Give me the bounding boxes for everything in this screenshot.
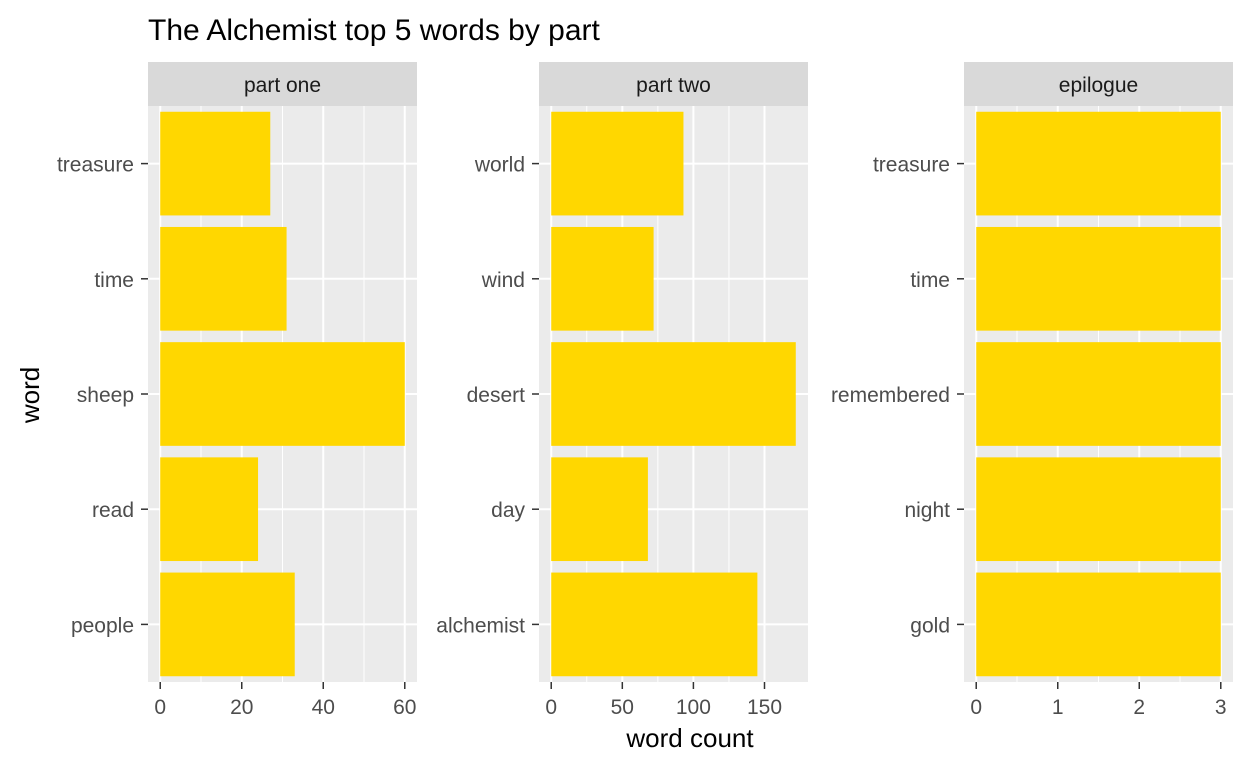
bar-remembered[interactable]	[976, 342, 1221, 446]
x-tick-label: 100	[676, 696, 711, 719]
y-tick-label: read	[92, 499, 134, 522]
bar-night[interactable]	[976, 457, 1221, 562]
y-tick-label: alchemist	[436, 614, 525, 637]
x-tick-label: 20	[230, 696, 253, 719]
x-tick-label: 60	[393, 696, 416, 719]
x-tick-label: 150	[747, 696, 782, 719]
y-tick-label: world	[474, 154, 525, 177]
bar-treasure[interactable]	[976, 111, 1221, 216]
y-tick-label: treasure	[57, 154, 134, 177]
facet-strip-label: epilogue	[1059, 74, 1138, 97]
y-axis-title: word	[15, 367, 45, 424]
bar-day[interactable]	[551, 457, 648, 562]
bar-alchemist[interactable]	[551, 572, 758, 677]
x-tick-label: 0	[545, 696, 557, 719]
x-tick-label: 1	[1052, 696, 1064, 719]
facet-strip-label: part two	[636, 74, 711, 97]
y-tick-label: treasure	[873, 154, 950, 177]
bar-people[interactable]	[160, 572, 295, 677]
x-axis-title: word count	[625, 723, 754, 753]
facet-strip	[539, 62, 808, 106]
facet-epilogue: epilogue treasure time remembered night gold 0…	[831, 62, 1233, 719]
y-tick-label: day	[491, 499, 525, 522]
y-tick-label: sheep	[77, 384, 134, 407]
facet-strip	[964, 62, 1233, 106]
y-tick-label: gold	[910, 614, 950, 637]
bar-time[interactable]	[160, 226, 287, 331]
facet-part-two: part two world wind desert day alchemist 0 50 10…	[436, 62, 808, 719]
bar-time[interactable]	[976, 226, 1221, 331]
chart-title: The Alchemist top 5 words by part	[148, 14, 601, 47]
bar-gold[interactable]	[976, 572, 1221, 677]
bar-desert[interactable]	[551, 342, 796, 446]
y-tick-label: time	[94, 269, 134, 292]
x-tick-label: 0	[970, 696, 982, 719]
bar-read[interactable]	[160, 457, 259, 562]
facet-strip	[148, 62, 417, 106]
bar-world[interactable]	[551, 111, 684, 216]
x-tick-label: 0	[154, 696, 166, 719]
y-tick-label: wind	[481, 269, 525, 292]
bar-wind[interactable]	[551, 226, 654, 331]
bar-sheep[interactable]	[160, 342, 405, 446]
x-tick-label: 2	[1133, 696, 1145, 719]
x-tick-label: 3	[1215, 696, 1227, 719]
y-tick-label: remembered	[831, 384, 950, 407]
facet-part-one: part one treasure time sheep read people 0 20 40…	[57, 62, 417, 719]
facet-strip-label: part one	[244, 74, 321, 97]
x-tick-label: 50	[611, 696, 634, 719]
bar-treasure[interactable]	[160, 111, 271, 216]
x-tick-label: 40	[312, 696, 335, 719]
y-tick-label: night	[904, 499, 950, 522]
y-tick-label: desert	[467, 384, 526, 407]
y-tick-label: time	[910, 269, 950, 292]
y-tick-label: people	[71, 614, 134, 637]
